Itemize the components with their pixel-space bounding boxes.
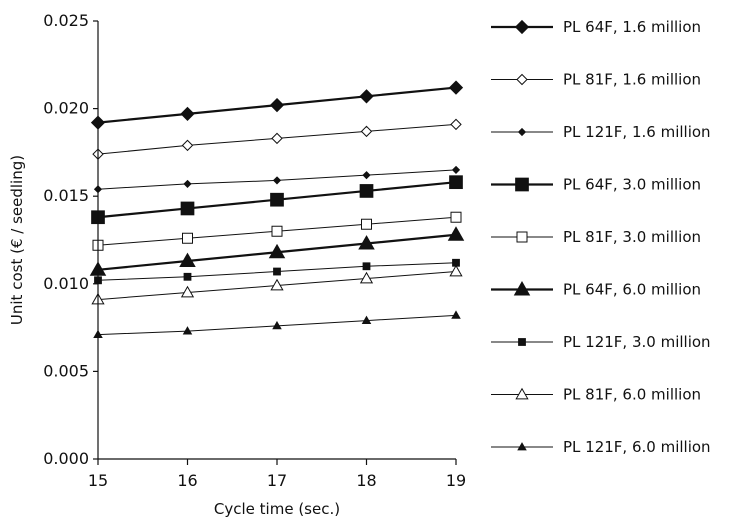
data-point [270,192,284,207]
series-1 [90,80,464,130]
legend-item: PL 81F, 3.0 million [491,228,701,246]
legend-marker [515,177,529,192]
data-point [182,326,193,335]
plot-area [89,80,465,339]
y-tick-label: 0.005 [43,361,89,380]
data-point [179,252,196,268]
legend-item: PL 121F, 6.0 million [491,438,711,456]
x-ticks: 15 16 17 18 19 [88,459,466,490]
y-tick-label: 0.010 [43,274,89,293]
legend-item: PL 64F, 3.0 million [491,176,701,194]
data-point [448,80,464,95]
data-point [180,106,195,121]
data-point [361,218,372,230]
data-point [183,272,192,281]
legend-item: PL 64F, 1.6 million [491,18,701,36]
legend-marker [514,19,530,35]
legend-label: PL 81F, 1.6 million [563,71,701,89]
y-tick-label: 0.000 [43,449,89,468]
legend-label: PL 121F, 1.6 million [563,123,711,141]
legend-label: PL 64F, 6.0 million [563,281,701,299]
data-point [180,285,195,298]
legend-item: PL 64F, 6.0 million [491,281,701,299]
series-8 [91,264,463,305]
legend-label: PL 64F, 1.6 million [563,18,701,36]
data-point [269,97,285,113]
legend-item: PL 121F, 1.6 million [491,123,711,141]
series-4 [91,175,463,225]
data-point [450,118,462,131]
legend-marker [516,73,528,86]
x-tick-label: 15 [88,471,108,490]
data-point [447,226,465,241]
data-point [358,235,375,250]
legend-label: PL 81F, 3.0 million [563,228,701,246]
series-3 [93,165,461,194]
legend-item: PL 121F, 3.0 million [491,333,711,351]
data-point [359,184,374,198]
data-point [449,264,463,277]
y-tick-label: 0.015 [43,186,89,205]
legend-item: PL 81F, 1.6 million [491,71,701,89]
y-ticks: 0.000 0.005 0.010 0.015 0.020 0.025 [43,11,98,468]
data-point [181,139,194,152]
legend-marker [513,281,531,296]
legend-item: PL 81F, 6.0 million [491,386,701,404]
legend-marker [517,442,527,451]
data-point [359,89,374,104]
data-point [362,171,371,180]
data-point [451,310,461,319]
y-axis-title: Unit cost (€ / seedling) [8,155,26,325]
x-tick-label: 18 [356,471,376,490]
legend-marker [516,231,528,243]
data-point [182,232,193,244]
legend-label: PL 81F, 6.0 million [563,386,701,404]
legend-label: PL 121F, 3.0 million [563,333,711,351]
legend-marker [515,387,529,400]
legend-marker [518,338,526,346]
data-point [360,125,373,138]
data-point [272,176,282,185]
series-9 [93,310,461,339]
data-point [271,225,283,237]
data-point [449,175,463,190]
legend: PL 64F, 1.6 million PL 81F, 1.6 million PL… [491,18,711,456]
data-point [450,211,462,223]
data-point [361,315,372,325]
data-point [451,165,461,175]
data-point [270,278,284,291]
data-point [272,320,282,330]
data-point [180,201,195,216]
data-point [273,267,281,276]
x-tick-label: 16 [177,471,197,490]
legend-label: PL 64F, 3.0 million [563,176,701,194]
data-point [362,262,371,271]
data-point [268,243,286,259]
series-2 [92,118,462,160]
legend-label: PL 121F, 6.0 million [563,438,711,456]
x-tick-label: 17 [267,471,287,490]
data-point [183,179,192,189]
data-point [359,271,374,284]
y-tick-label: 0.025 [43,11,89,30]
data-point [271,132,283,145]
x-axis-title: Cycle time (sec.) [214,500,340,518]
x-tick-label: 19 [446,471,466,490]
legend-marker [517,127,527,137]
y-tick-label: 0.020 [43,99,89,118]
